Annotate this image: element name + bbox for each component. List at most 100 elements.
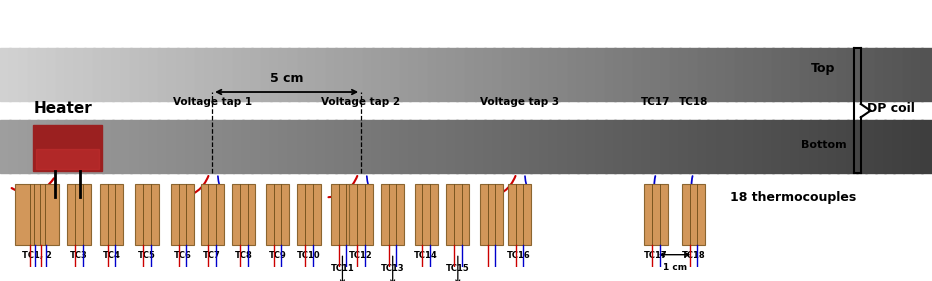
Bar: [130, 120, 142, 173]
Text: TC18: TC18: [678, 97, 708, 107]
Bar: [93, 48, 104, 101]
Bar: [605, 48, 616, 101]
Bar: [866, 120, 877, 173]
Bar: [112, 120, 123, 173]
Bar: [894, 48, 904, 101]
Text: TC1, 2: TC1, 2: [22, 251, 52, 260]
Bar: [661, 120, 672, 173]
Bar: [689, 48, 700, 101]
Bar: [437, 48, 448, 101]
Bar: [186, 48, 198, 101]
Bar: [446, 48, 458, 101]
Bar: [400, 48, 411, 101]
Bar: [502, 48, 514, 101]
Bar: [857, 48, 868, 101]
Bar: [480, 184, 503, 245]
Text: Heater: Heater: [34, 101, 92, 115]
Bar: [791, 120, 802, 173]
Bar: [465, 120, 476, 173]
Bar: [65, 120, 76, 173]
Bar: [847, 48, 858, 101]
Bar: [298, 120, 308, 173]
Bar: [782, 120, 793, 173]
Bar: [624, 120, 635, 173]
Bar: [252, 120, 263, 173]
Text: Voltage tap 3: Voltage tap 3: [480, 97, 559, 107]
Text: DP coil: DP coil: [868, 101, 915, 115]
Bar: [921, 48, 932, 101]
Bar: [28, 48, 39, 101]
Bar: [651, 48, 663, 101]
Bar: [633, 48, 644, 101]
Bar: [624, 48, 635, 101]
Bar: [857, 120, 868, 173]
Bar: [409, 120, 420, 173]
Bar: [838, 48, 849, 101]
Bar: [661, 48, 672, 101]
Bar: [344, 120, 355, 173]
Bar: [456, 120, 467, 173]
Bar: [307, 48, 318, 101]
Bar: [484, 48, 495, 101]
Bar: [540, 48, 551, 101]
Bar: [381, 120, 392, 173]
Text: TC15: TC15: [445, 264, 470, 273]
Bar: [298, 48, 308, 101]
Bar: [819, 48, 830, 101]
Bar: [549, 120, 560, 173]
Bar: [791, 48, 802, 101]
Bar: [47, 120, 58, 173]
Text: Voltage tap 1: Voltage tap 1: [172, 97, 252, 107]
Text: TC16: TC16: [507, 251, 531, 260]
Bar: [325, 48, 336, 101]
Bar: [316, 48, 327, 101]
Bar: [135, 184, 158, 245]
Bar: [875, 48, 886, 101]
Text: TC12: TC12: [350, 251, 373, 260]
Bar: [372, 120, 383, 173]
Bar: [214, 48, 226, 101]
Bar: [65, 48, 76, 101]
Bar: [754, 48, 765, 101]
Bar: [205, 48, 216, 101]
Bar: [819, 120, 830, 173]
Bar: [15, 184, 60, 245]
Bar: [381, 184, 404, 245]
Bar: [331, 184, 354, 245]
Bar: [289, 120, 300, 173]
Bar: [335, 120, 346, 173]
Bar: [847, 120, 858, 173]
Bar: [512, 120, 523, 173]
Bar: [149, 48, 160, 101]
Bar: [9, 120, 21, 173]
Bar: [530, 48, 541, 101]
Bar: [224, 120, 235, 173]
Bar: [558, 120, 569, 173]
Bar: [735, 120, 747, 173]
Bar: [521, 48, 532, 101]
Bar: [745, 48, 756, 101]
Bar: [726, 120, 737, 173]
Bar: [325, 120, 336, 173]
Bar: [214, 120, 226, 173]
Bar: [196, 48, 207, 101]
Bar: [474, 48, 486, 101]
Bar: [530, 120, 541, 173]
Bar: [810, 48, 821, 101]
Bar: [177, 120, 188, 173]
Bar: [0, 120, 11, 173]
Bar: [103, 48, 114, 101]
Bar: [232, 184, 255, 245]
Text: TC3: TC3: [70, 251, 88, 260]
Bar: [409, 48, 420, 101]
Bar: [233, 48, 244, 101]
Bar: [280, 48, 291, 101]
Bar: [261, 48, 272, 101]
Bar: [493, 48, 504, 101]
Bar: [9, 48, 21, 101]
Bar: [884, 120, 896, 173]
Bar: [763, 48, 774, 101]
Bar: [37, 120, 48, 173]
Bar: [782, 48, 793, 101]
Text: Voltage tap 2: Voltage tap 2: [322, 97, 401, 107]
